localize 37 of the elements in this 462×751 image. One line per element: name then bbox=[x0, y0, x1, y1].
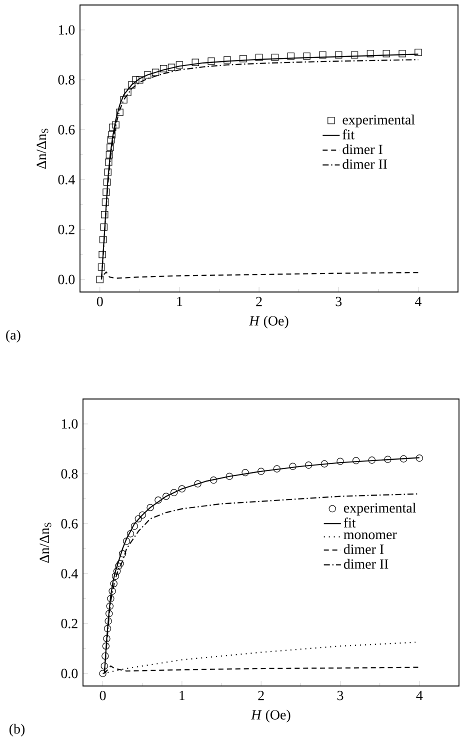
x-axis-title: H (Oe) bbox=[248, 316, 288, 328]
x-tick-label: 2 bbox=[258, 690, 264, 700]
x-tick-label: 0 bbox=[96, 296, 103, 306]
x-tick-label: 4 bbox=[416, 690, 423, 700]
legend-label: fit bbox=[342, 129, 355, 140]
legend-label: monomer bbox=[344, 532, 397, 540]
legend-label: dimer II bbox=[342, 159, 388, 169]
y-axis-title: Δn/Δn$_{S}$ bbox=[36, 128, 48, 169]
x-tick-label: 2 bbox=[256, 296, 262, 306]
y-tick-label: 0.2 bbox=[58, 224, 74, 234]
y-tick-label: 0.4 bbox=[58, 174, 75, 184]
y-tick-label: 0.2 bbox=[61, 618, 78, 628]
y-tick-label: 0.8 bbox=[58, 75, 75, 85]
y-tick-label: 0.0 bbox=[58, 274, 75, 284]
text: (a) bbox=[6, 330, 20, 342]
legend-label: fit bbox=[344, 518, 356, 528]
y-tick-label: 0.6 bbox=[61, 519, 78, 529]
legend-label: experimental bbox=[342, 114, 415, 128]
legend-label: dimer I bbox=[342, 144, 382, 154]
x-tick-label: 3 bbox=[337, 690, 344, 700]
x-tick-label: 4 bbox=[414, 296, 422, 306]
legend-label: dimer II bbox=[344, 558, 388, 569]
x-axis-title: H (Oe) bbox=[250, 710, 290, 722]
y-tick-label: 1.0 bbox=[58, 25, 75, 35]
legend-label: dimer I bbox=[344, 544, 384, 554]
y-tick-label: 1.0 bbox=[62, 419, 78, 429]
x-tick-label: 1 bbox=[177, 296, 182, 306]
y-tick-label: 0.4 bbox=[61, 568, 78, 578]
text: (b) bbox=[9, 724, 25, 736]
x-tick-label: 3 bbox=[336, 296, 342, 306]
x-tick-label: 0 bbox=[100, 690, 106, 700]
y-axis-title: Δn/Δn$_{S}$ bbox=[40, 522, 52, 563]
x-tick-label: 1 bbox=[180, 690, 185, 700]
y-tick-label: 0.8 bbox=[61, 469, 78, 479]
y-tick-label: 0.6 bbox=[58, 125, 75, 135]
y-tick-label: 0.0 bbox=[61, 668, 78, 678]
legend-label: experimental bbox=[344, 502, 416, 516]
